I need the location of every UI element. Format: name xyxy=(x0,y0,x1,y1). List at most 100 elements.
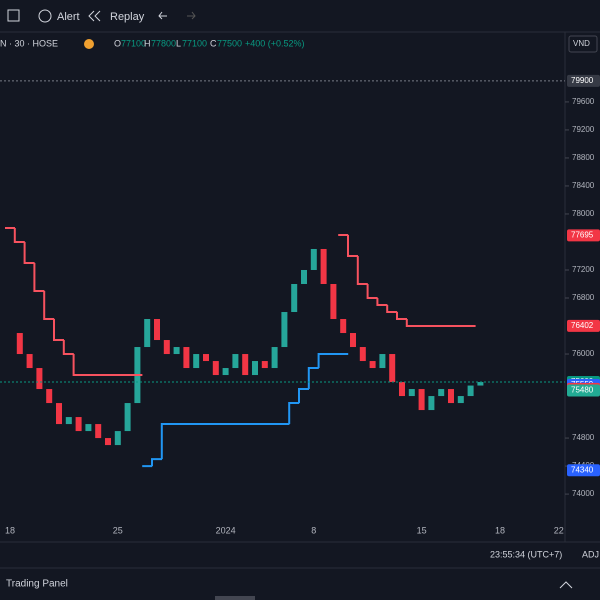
candle xyxy=(350,333,356,348)
candle xyxy=(438,389,445,397)
candle xyxy=(154,319,160,341)
h-label: H xyxy=(144,38,151,48)
price-label: 78400 xyxy=(572,181,595,190)
toolbar xyxy=(0,0,600,32)
candle xyxy=(203,354,209,362)
candle xyxy=(36,368,43,390)
candle xyxy=(173,347,180,355)
time-label: 18 xyxy=(5,525,15,535)
candle xyxy=(457,396,464,404)
time-label: 2024 xyxy=(216,525,236,535)
candle xyxy=(85,424,92,432)
candle xyxy=(291,283,298,313)
resize-handle[interactable] xyxy=(215,596,255,600)
layout-icon[interactable] xyxy=(7,9,20,22)
status-dot xyxy=(84,39,94,49)
candle xyxy=(26,354,33,369)
replay-button[interactable]: Replay xyxy=(110,11,145,23)
price-tag xyxy=(567,464,600,477)
candle xyxy=(124,403,131,432)
candle xyxy=(183,347,190,369)
candle xyxy=(369,361,376,369)
price-label: 78000 xyxy=(572,209,595,218)
h-value: 77800 xyxy=(151,38,176,48)
candle xyxy=(163,340,170,355)
candle xyxy=(271,347,278,369)
stop-line xyxy=(142,353,349,468)
candle xyxy=(310,248,317,270)
candle xyxy=(379,354,386,369)
price-label: 76800 xyxy=(572,293,595,302)
o-label: O xyxy=(114,38,121,48)
price-tag-label: 75480 xyxy=(571,386,594,395)
alert-icon[interactable] xyxy=(38,9,52,23)
time-label: 15 xyxy=(417,525,427,535)
candle xyxy=(212,361,219,376)
alert-button[interactable]: Alert xyxy=(57,11,80,23)
candle xyxy=(477,382,484,386)
time-label: 18 xyxy=(495,525,505,535)
o-value: 77100 xyxy=(121,38,146,48)
price-label: 79600 xyxy=(572,97,595,106)
candle xyxy=(330,283,337,320)
l-label: L xyxy=(176,38,181,48)
price-tag xyxy=(567,229,600,242)
time-label: 8 xyxy=(311,525,316,535)
price-tag-label: 77695 xyxy=(571,230,594,239)
replay-icon[interactable] xyxy=(88,10,101,22)
candle xyxy=(418,389,425,411)
stop-line xyxy=(5,226,476,377)
candle xyxy=(428,396,435,411)
c-label: C xyxy=(210,38,217,48)
redo-button[interactable] xyxy=(187,11,196,20)
price-tag-label: 79900 xyxy=(571,76,594,85)
trading-panel xyxy=(0,569,600,600)
price-label: 78800 xyxy=(572,153,595,162)
candle xyxy=(467,385,474,397)
price-tag xyxy=(567,74,600,87)
candle xyxy=(359,347,366,362)
trading-panel-title[interactable]: Trading Panel xyxy=(6,579,68,590)
price-tag-label: 74340 xyxy=(571,465,594,474)
time-label: 22 xyxy=(554,525,564,535)
price-tag xyxy=(567,384,600,397)
expand-button[interactable] xyxy=(559,581,573,589)
price-label: 76000 xyxy=(572,349,595,358)
candle xyxy=(301,269,307,284)
price-label: 79200 xyxy=(572,125,595,134)
adj-button[interactable]: ADJ xyxy=(582,549,599,559)
currency-box[interactable] xyxy=(568,35,598,53)
candle xyxy=(65,417,72,425)
candle xyxy=(281,312,288,348)
candle xyxy=(75,417,82,432)
undo-button[interactable] xyxy=(158,11,167,20)
candle xyxy=(252,361,258,376)
price-tag-label: 76402 xyxy=(571,321,594,330)
candle xyxy=(389,354,396,383)
time-label: 25 xyxy=(113,525,123,535)
symbol[interactable]: N · 30 · HOSE xyxy=(0,38,58,48)
candle xyxy=(242,354,249,376)
candle xyxy=(46,389,53,404)
candle xyxy=(232,354,239,369)
candle xyxy=(261,361,268,369)
price-label: 74000 xyxy=(572,489,595,498)
candle xyxy=(448,389,454,404)
clock: 23:55:34 (UTC+7) xyxy=(490,549,562,559)
candle xyxy=(320,248,327,284)
candle xyxy=(56,403,62,425)
candle xyxy=(105,438,111,446)
candle xyxy=(114,431,121,446)
c-value: 77500 xyxy=(217,38,242,48)
candle xyxy=(16,333,23,355)
l-value: 77100 xyxy=(182,38,207,48)
price-label: 74800 xyxy=(572,433,595,442)
candle xyxy=(144,319,151,348)
candle xyxy=(95,424,102,439)
candle xyxy=(222,368,229,376)
price-tag xyxy=(567,319,600,332)
currency[interactable]: VND xyxy=(573,39,590,48)
candle xyxy=(193,354,200,369)
